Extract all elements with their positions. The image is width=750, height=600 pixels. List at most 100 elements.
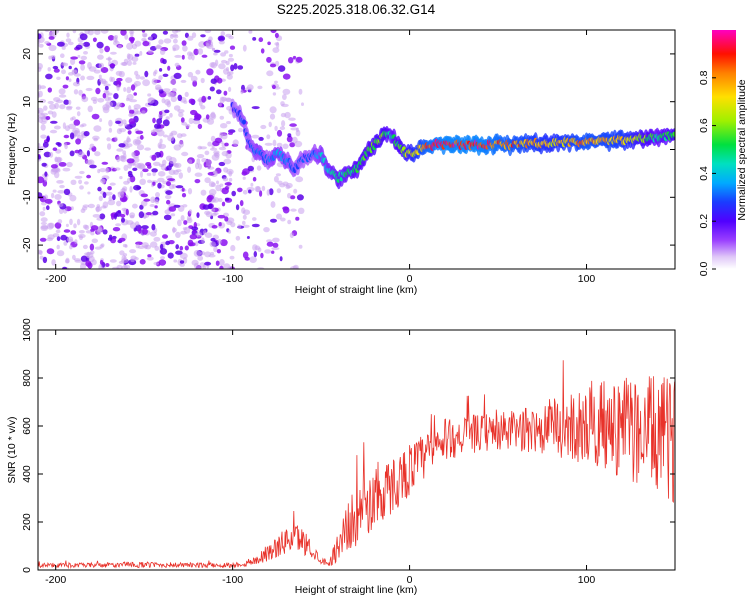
colorbar-tick-label: 0.8 xyxy=(698,70,710,85)
noise-speckle xyxy=(211,208,216,213)
noise-speckle xyxy=(200,189,207,196)
noise-speckle xyxy=(269,63,277,68)
noise-speckle xyxy=(133,184,141,191)
noise-speckle xyxy=(197,255,204,261)
noise-speckle xyxy=(172,226,176,234)
noise-speckle xyxy=(213,170,217,175)
noise-speckle xyxy=(218,197,223,203)
noise-speckle xyxy=(166,199,171,205)
noise-speckle xyxy=(194,113,202,121)
noise-speckle xyxy=(126,158,135,164)
noise-speckle xyxy=(164,109,170,114)
noise-speckle xyxy=(130,37,135,44)
noise-speckle xyxy=(260,252,264,259)
noise-speckle xyxy=(290,266,298,269)
noise-speckle xyxy=(187,239,194,247)
noise-speckle xyxy=(56,244,60,250)
noise-speckle xyxy=(68,65,72,70)
noise-speckle xyxy=(40,221,48,225)
noise-speckle xyxy=(82,204,90,208)
noise-speckle xyxy=(190,109,198,116)
noise-speckle xyxy=(94,30,101,35)
noise-speckle xyxy=(160,243,164,250)
noise-speckle xyxy=(66,236,74,242)
noise-speckle xyxy=(256,165,262,171)
noise-speckle xyxy=(40,217,48,223)
noise-speckle xyxy=(207,96,212,100)
noise-speckle xyxy=(163,214,172,221)
noise-speckle xyxy=(47,110,54,115)
noise-speckle xyxy=(242,190,248,195)
noise-speckle xyxy=(101,161,109,165)
noise-speckle xyxy=(194,179,201,184)
noise-speckle xyxy=(153,236,161,242)
noise-speckle xyxy=(128,113,134,118)
noise-speckle xyxy=(71,69,78,75)
noise-speckle xyxy=(60,234,67,241)
noise-speckle xyxy=(200,34,206,38)
noise-speckle xyxy=(174,54,182,58)
noise-speckle xyxy=(133,92,137,96)
noise-speckle xyxy=(122,119,127,125)
noise-speckle xyxy=(56,250,65,257)
noise-speckle xyxy=(228,131,233,135)
noise-speckle xyxy=(38,33,42,40)
noise-speckle xyxy=(162,119,170,127)
noise-speckle xyxy=(127,60,132,66)
noise-speckle xyxy=(294,140,303,148)
noise-speckle xyxy=(124,34,129,40)
noise-speckle xyxy=(62,122,66,130)
noise-speckle xyxy=(187,35,194,41)
noise-speckle xyxy=(110,51,117,55)
noise-speckle xyxy=(167,65,171,71)
noise-speckle xyxy=(267,41,271,46)
noise-speckle xyxy=(144,147,151,151)
noise-speckle xyxy=(80,64,85,71)
noise-speckle xyxy=(167,134,175,142)
noise-speckle xyxy=(213,49,221,53)
noise-speckle xyxy=(180,117,185,123)
noise-speckle xyxy=(131,43,138,50)
noise-speckle xyxy=(173,105,181,111)
noise-speckle xyxy=(88,255,95,263)
noise-speckle xyxy=(216,249,221,254)
noise-speckle xyxy=(87,105,93,113)
noise-speckle xyxy=(63,134,70,139)
noise-speckle xyxy=(122,186,128,192)
noise-speckle xyxy=(80,263,86,269)
noise-speckle xyxy=(184,245,189,251)
noise-speckle xyxy=(201,54,208,58)
noise-speckle xyxy=(141,225,149,230)
noise-speckle xyxy=(69,244,73,250)
noise-speckle xyxy=(187,188,193,195)
noise-speckle xyxy=(60,53,65,58)
noise-speckle xyxy=(45,73,53,80)
noise-speckle xyxy=(125,77,133,83)
noise-speckle xyxy=(141,110,146,115)
noise-speckle xyxy=(55,99,64,104)
noise-speckle xyxy=(38,176,45,184)
noise-speckle xyxy=(217,35,226,42)
noise-speckle xyxy=(177,109,185,114)
noise-speckle xyxy=(52,189,57,193)
snr-xtick-label: -200 xyxy=(45,574,66,586)
noise-speckle xyxy=(57,203,64,207)
noise-speckle xyxy=(196,212,200,219)
noise-speckle xyxy=(219,183,224,187)
noise-speckle xyxy=(191,226,199,231)
noise-speckle xyxy=(116,84,120,91)
noise-speckle xyxy=(38,63,43,70)
noise-speckle xyxy=(103,83,111,87)
spectrogram-ytick-label: 20 xyxy=(21,48,33,60)
noise-speckle xyxy=(246,236,250,239)
noise-speckle xyxy=(70,206,74,211)
noise-speckle xyxy=(246,84,254,91)
noise-speckle xyxy=(173,204,181,208)
noise-speckle xyxy=(296,194,304,201)
noise-speckle xyxy=(272,92,277,96)
noise-speckle xyxy=(123,264,131,269)
noise-speckle xyxy=(84,30,90,35)
noise-speckle xyxy=(218,40,225,45)
noise-speckle xyxy=(146,172,152,176)
